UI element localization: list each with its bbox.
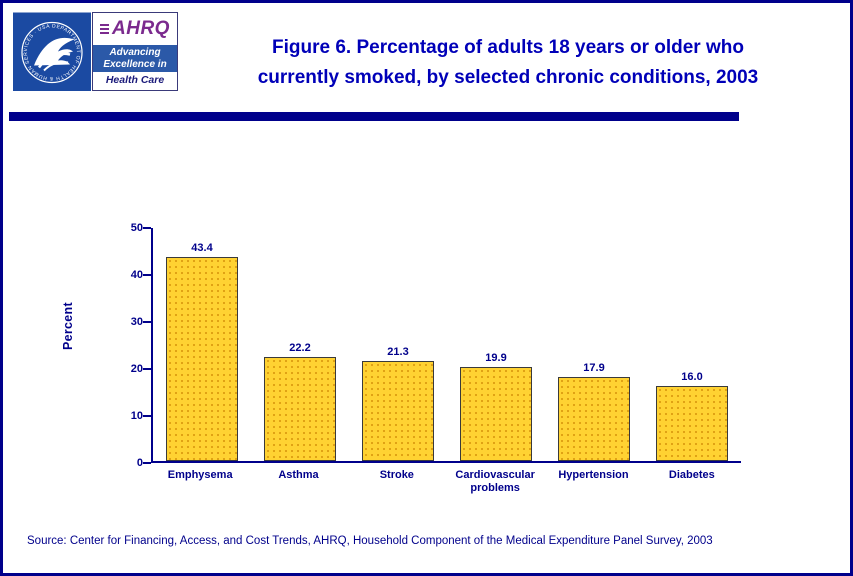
bar-column: 16.0 (643, 371, 741, 461)
y-tick-mark (143, 227, 151, 229)
ahrq-tagline-line3: Health Care (105, 74, 165, 86)
bar-column: 22.2 (251, 342, 349, 461)
bar-stroke (362, 360, 434, 461)
plot-area: 43.4 22.2 21.3 19.9 17.9 16.0 0 10 20 30 40 50 (131, 222, 741, 469)
bar-column: 17.9 (545, 362, 643, 461)
bar-asthma (264, 356, 336, 461)
source-note: Source: Center for Financing, Access, an… (27, 535, 713, 547)
header-divider-bar (9, 112, 739, 121)
bar-value-label: 17.9 (583, 361, 605, 374)
figure-title-line2: currently smoked, by selected chronic co… (257, 67, 759, 88)
y-tick-mark (143, 321, 151, 323)
y-tick-label: 10 (130, 410, 143, 422)
bar-column: 21.3 (349, 346, 447, 461)
ahrq-logo: AHRQ Advancing Excellence in Health Care (92, 12, 178, 91)
y-tick-label: 50 (130, 222, 143, 234)
ahrq-speedlines-icon (100, 24, 110, 34)
y-tick-label: 20 (130, 363, 143, 375)
bar-value-label: 19.9 (485, 352, 507, 365)
bars-row: 43.4 22.2 21.3 19.9 17.9 16.0 (153, 228, 741, 461)
figure-title: Figure 6. Percentage of adults 18 years … (188, 33, 828, 93)
y-tick-mark (143, 415, 151, 417)
hhs-logo: DEPARTMENT OF HEALTH & HUMAN SERVICES · … (13, 12, 91, 92)
ahrq-tagline-line1: Advancing (109, 47, 161, 58)
bar-value-label: 43.4 (191, 242, 213, 255)
bar-column: 43.4 (153, 242, 251, 461)
x-axis-label: Cardiovascular problems (455, 469, 535, 494)
figure-title-line1: Figure 6. Percentage of adults 18 years … (272, 37, 744, 58)
bar-emphysema (166, 257, 238, 461)
x-axis-label: Hypertension (558, 469, 629, 481)
ahrq-tagline: Advancing Excellence in (93, 45, 177, 72)
y-tick-label: 0 (136, 457, 143, 469)
ahrq-tagline-line2: Excellence in (103, 58, 167, 70)
x-axis-label: Asthma (278, 469, 319, 481)
ahrq-acronym: AHRQ (112, 18, 170, 39)
bar-value-label: 21.3 (387, 345, 409, 358)
bar-value-label: 22.2 (289, 341, 311, 354)
y-tick-mark (143, 462, 151, 464)
hhs-seal-icon: DEPARTMENT OF HEALTH & HUMAN SERVICES · … (13, 12, 91, 92)
y-tick-label: 30 (130, 316, 143, 328)
x-axis-labels: Emphysema Asthma Stroke Cardiovascular prob… (151, 469, 741, 495)
y-tick-label: 40 (130, 269, 143, 281)
x-axis-label: Emphysema (167, 469, 233, 481)
bar-cardiovascular-problems (460, 367, 532, 461)
bar-hypertension (558, 376, 630, 461)
bar-column: 19.9 (447, 352, 545, 461)
bar-value-label: 16.0 (681, 370, 703, 383)
y-tick-mark (143, 274, 151, 276)
x-axis-label: Stroke (379, 469, 414, 481)
x-axis-label: Diabetes (668, 469, 715, 481)
y-axis-title: Percent (61, 302, 75, 350)
ahrq-wordmark: AHRQ (93, 13, 177, 45)
y-tick-mark (143, 368, 151, 370)
eagle-icon (34, 37, 74, 66)
bar-diabetes (656, 385, 728, 461)
